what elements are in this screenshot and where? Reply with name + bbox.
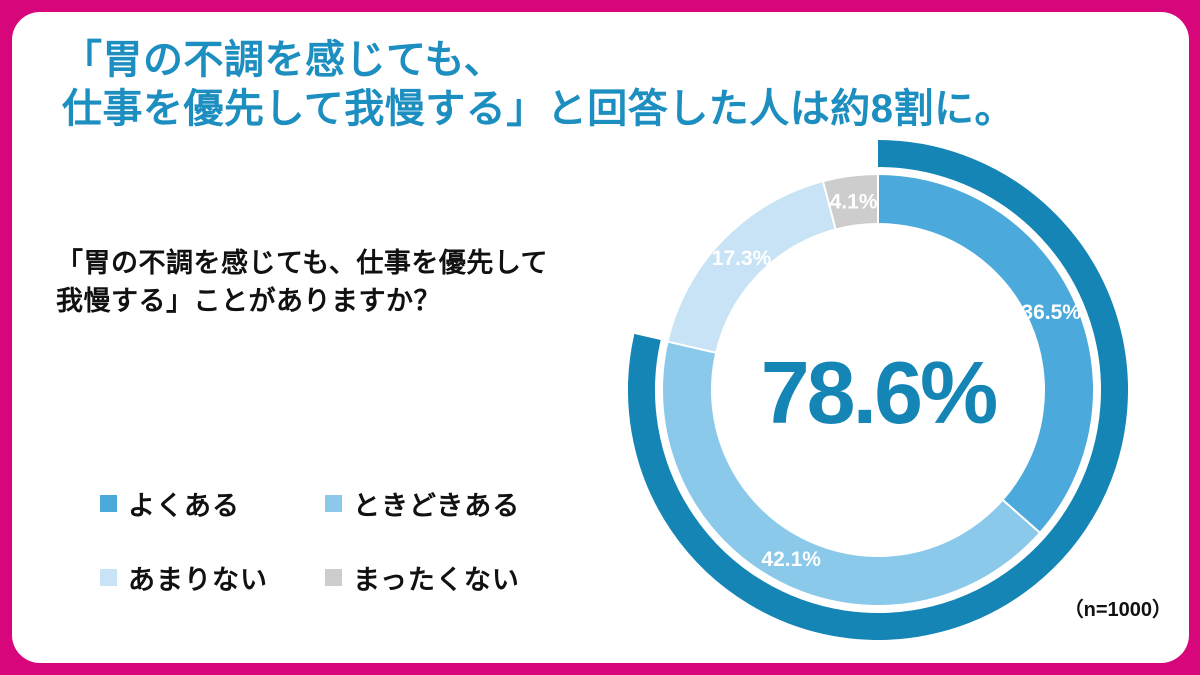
segment-labels-layer: 36.5% 42.1% 17.3% 4.1% [712,191,1081,571]
survey-question-line2: 我慢する」ことがありますか？ [56,286,441,317]
segment-value-label-2: 17.3% [712,247,772,270]
legend-swatch-yoku-aru [100,495,117,512]
donut-center-value: 78.6% [761,343,996,442]
survey-question-line1: 「胃の不調を感じても、仕事を優先して [56,248,549,278]
highlight-arc-layer [628,140,1128,640]
donut-segment-3 [821,172,879,231]
legend-item-yoku-aru: よくある [100,484,240,523]
legend-item-tokidoki-aru: ときどきある [325,484,520,523]
legend-item-mattaku-nai: まったくない [325,558,520,597]
legend-swatch-amari-nai [100,569,117,586]
donut-segment-0 [877,172,1095,535]
legend-label-tokidoki-aru: ときどきある [353,491,521,521]
legend-label-mattaku-nai: まったくない [353,565,520,595]
donut-chart: 36.5% 42.1% 17.3% 4.1% 78.6% [628,140,1128,640]
segment-value-label-1: 42.1% [761,548,821,571]
legend-swatch-tokidoki-aru [325,495,342,512]
page-title: 「胃の不調を感じても、 仕事を優先して我慢する」と回答した人は約8割に。 [62,36,1062,134]
legend-item-amari-nai: あまりない [100,558,268,597]
segment-value-label-3: 4.1% [830,191,878,214]
sample-size-note: （n=1000） [1063,599,1172,621]
survey-question: 「胃の不調を感じても、仕事を優先して 我慢する」ことがありますか？ [56,244,636,321]
legend-swatch-mattaku-nai [325,569,342,586]
highlight-arc [628,140,1128,640]
page-title-line1: 「胃の不調を感じても、 [62,38,505,82]
donut-chart-svg: 36.5% 42.1% 17.3% 4.1% 78.6% [628,140,1128,640]
donut-segment-1 [661,340,1042,607]
legend-label-amari-nai: あまりない [128,565,268,595]
segments-layer [661,172,1095,607]
legend-label-yoku-aru: よくある [128,491,240,521]
segment-value-label-0: 36.5% [1021,301,1081,324]
page-title-line2: 仕事を優先して我慢する」と回答した人は約8割に。 [62,86,1016,131]
